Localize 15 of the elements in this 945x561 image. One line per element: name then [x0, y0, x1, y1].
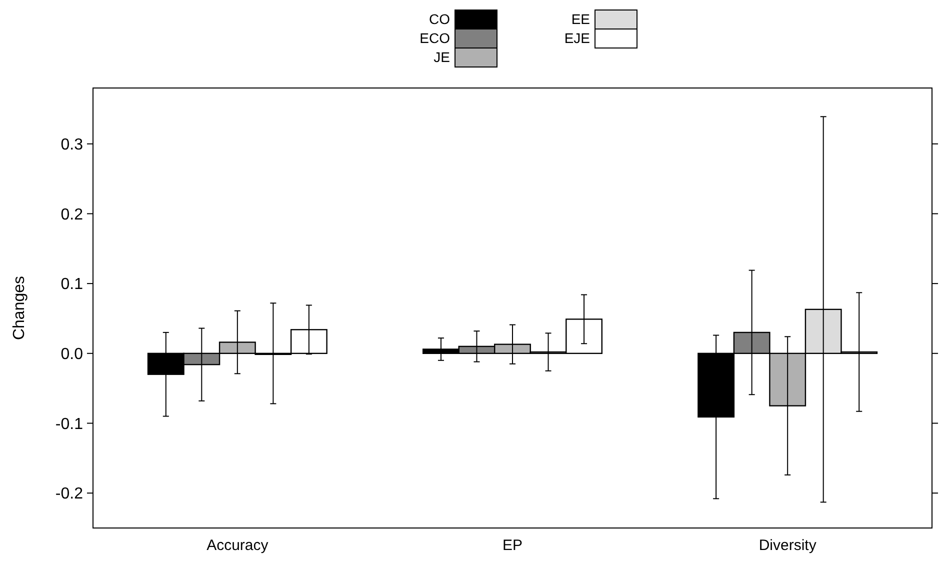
legend-label: EE — [571, 10, 590, 27]
y-axis-title: Changes — [11, 276, 28, 340]
legend-label: ECO — [420, 30, 450, 46]
legend-label: JE — [434, 48, 450, 65]
x-tick-label: Accuracy — [206, 537, 269, 554]
y-tick-label: 0.0 — [60, 346, 84, 363]
x-tick-label: Diversity — [758, 537, 817, 554]
legend-label: EJE — [564, 30, 590, 46]
y-tick-label: 0.3 — [60, 136, 84, 154]
y-tick-label: -0.2 — [55, 486, 84, 503]
y-tick-label: -0.1 — [55, 416, 84, 433]
y-tick-label: 0.2 — [60, 206, 84, 224]
legend-label: CO — [429, 10, 450, 27]
x-tick-label: EP — [502, 537, 523, 554]
y-tick-label: 0.1 — [60, 276, 84, 294]
